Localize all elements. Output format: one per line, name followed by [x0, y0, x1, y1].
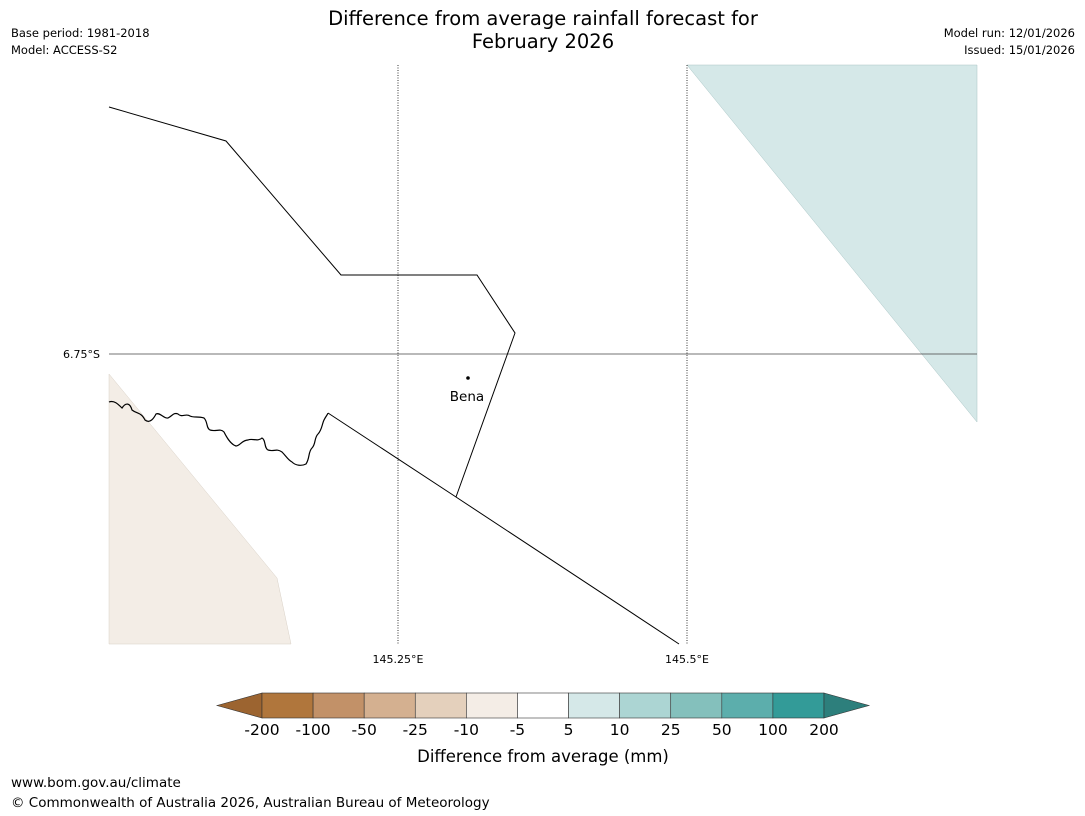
model-info-right: Model run: 12/01/2026 Issued: 15/01/2026 [944, 25, 1075, 59]
longitude-label-145-25: 145.25°E [373, 653, 424, 666]
colorbar-legend: -200 -100 -50 -25 -10 -5 5 10 25 50 100 200 Differe… [0, 688, 1085, 773]
model-name-text: Model: ACCESS-S2 [11, 43, 118, 57]
colorbar-tick-label: -50 [352, 721, 377, 739]
colorbar-tick-label: 25 [661, 721, 681, 739]
colorbar-tick-label: -200 [244, 721, 279, 739]
town-label-bena: Bena [450, 389, 484, 405]
issued-date-text: Issued: 15/01/2026 [964, 43, 1075, 57]
colorbar-segment [568, 692, 620, 719]
town-marker-bena[interactable] [466, 376, 470, 380]
colorbar-segment [261, 692, 314, 719]
map-panel[interactable]: Bena 6.75°S 145.25°E 145.5°E [0, 0, 1085, 700]
longitude-label-145-5: 145.5°E [665, 653, 709, 666]
colorbar-tick-label: 200 [809, 721, 839, 739]
colorbar-tick-label: 100 [758, 721, 788, 739]
map-svg[interactable]: Bena 6.75°S 145.25°E 145.5°E [0, 0, 1085, 700]
colorbar-tick-label: -100 [295, 721, 330, 739]
province-boundary-north [108, 106, 516, 498]
province-boundary-south [327, 412, 680, 645]
river-line [108, 400, 329, 466]
colorbar-segment [312, 692, 365, 719]
base-period-text: Base period: 1981-2018 [11, 26, 150, 40]
colorbar-svg: -200 -100 -50 -25 -10 -5 5 10 25 50 100 200 Differe… [215, 692, 871, 766]
colorbar-segment [517, 692, 569, 719]
dry-anomaly-region [108, 373, 292, 645]
wet-anomaly-region [686, 64, 978, 423]
copyright-text: © Commonwealth of Australia 2026, Austra… [11, 795, 490, 811]
colorbar-segment [619, 692, 672, 719]
colorbar-tick-label: 50 [712, 721, 732, 739]
colorbar-segment [414, 692, 467, 719]
colorbar-segment [363, 692, 416, 719]
colorbar-extend-low [215, 692, 263, 719]
map-title: Difference from average rainfall forecas… [242, 7, 844, 53]
model-run-text: Model run: 12/01/2026 [943, 26, 1075, 40]
latitude-label: 6.75°S [63, 348, 100, 361]
colorbar-tick-label: 5 [564, 721, 574, 739]
colorbar-segment [670, 692, 723, 719]
colorbar-extend-high [823, 692, 871, 719]
website-link[interactable]: www.bom.gov.au/climate [11, 775, 181, 791]
title-line-2: February 2026 [471, 30, 615, 53]
colorbar-segment [772, 692, 825, 719]
title-line-1: Difference from average rainfall forecas… [328, 7, 758, 30]
colorbar-tick-label: 10 [610, 721, 630, 739]
model-info-left: Base period: 1981-2018 Model: ACCESS-S2 [11, 25, 150, 59]
colorbar-tick-label: -10 [454, 721, 479, 739]
colorbar-label: Difference from average (mm) [417, 747, 669, 766]
colorbar-segment [466, 692, 518, 719]
colorbar-segment [721, 692, 774, 719]
colorbar-tick-label: -25 [403, 721, 428, 739]
colorbar-tick-label: -5 [510, 721, 525, 739]
